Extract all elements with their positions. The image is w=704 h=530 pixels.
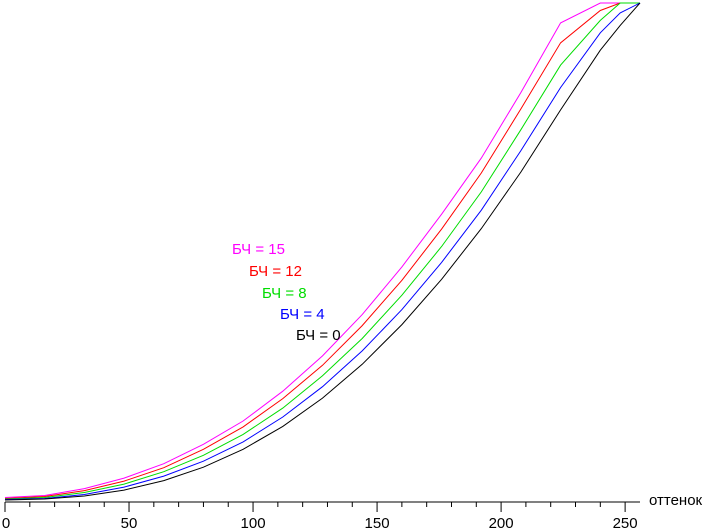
series-line-3 — [4, 2, 641, 500]
series-label-0: БЧ = 15 — [232, 241, 285, 258]
x-tick-label-250: 250 — [613, 515, 638, 530]
series-line-0 — [4, 2, 640, 498]
x-tick-label-150: 150 — [365, 515, 390, 530]
x-tick-label-200: 200 — [489, 515, 514, 530]
series-label-4: БЧ = 0 — [296, 327, 341, 344]
series-line-2 — [4, 2, 640, 500]
series-group — [4, 2, 641, 501]
series-label-1: БЧ = 12 — [249, 263, 302, 280]
series-labels: БЧ = 15 БЧ = 12 БЧ = 8 БЧ = 4 БЧ = 0 — [232, 241, 341, 344]
x-tick-label-50: 50 — [121, 515, 138, 530]
series-label-2: БЧ = 8 — [262, 285, 307, 302]
series-label-3: БЧ = 4 — [280, 306, 325, 323]
series-line-4 — [4, 2, 641, 501]
x-tick-label-100: 100 — [241, 515, 266, 530]
x-tick-label-0: 0 — [2, 515, 10, 530]
x-axis-title: оттенок — [649, 492, 703, 509]
x-ticks: 0 50 100 150 200 250 — [2, 502, 638, 530]
series-line-1 — [4, 2, 640, 499]
